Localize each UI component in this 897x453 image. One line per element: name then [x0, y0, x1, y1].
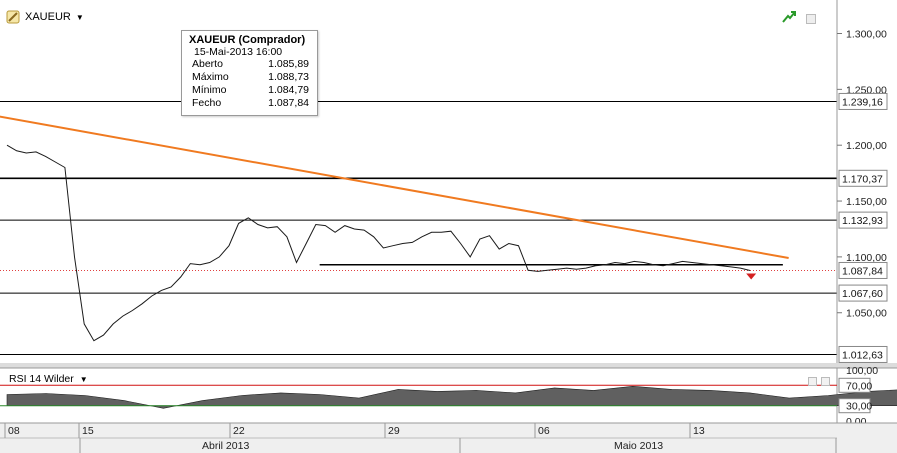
level-label-box [838, 261, 888, 279]
x-tick-label: 08 [8, 425, 20, 437]
tooltip-row-label: Mínimo [192, 84, 227, 96]
tooltip-row-open: Aberto 1.085,89 [182, 58, 317, 71]
tooltip-row-label: Fecho [192, 97, 222, 109]
level-label: 1.087,84 [842, 265, 883, 277]
chevron-down-icon[interactable]: ▼ [75, 12, 84, 22]
x-tick-label: 13 [693, 425, 705, 437]
tooltip-row-value: 1.084,79 [268, 84, 309, 96]
month-label: Maio 2013 [614, 440, 663, 452]
panel-separator[interactable] [0, 363, 897, 368]
rsi-controls [808, 377, 830, 386]
rsi-level-box [838, 377, 871, 393]
x-tick-label: 22 [233, 425, 245, 437]
tooltip-row-label: Aberto [192, 58, 223, 70]
rsi-indicator-label[interactable]: RSI 14 Wilder ▼ [9, 373, 88, 385]
time-axis: 08 15 22 29 06 13 Abril 2013 Maio 2013 [0, 422, 897, 453]
tooltip-row-low: Mínimo 1.084,79 [182, 84, 317, 97]
level-label: 1.132,93 [842, 215, 883, 227]
level-label-box [838, 284, 888, 302]
ohlc-tooltip: XAUEUR (Comprador) 15-Mai-2013 16:00 Abe… [181, 30, 318, 116]
price-series [6, 144, 751, 342]
tooltip-row-high: Máximo 1.088,73 [182, 71, 317, 84]
tooltip-row-value: 1.088,73 [268, 71, 309, 83]
trend-arrow-icon[interactable] [782, 10, 796, 27]
month-label: Abril 2013 [202, 440, 249, 452]
rsi-level-box [838, 398, 871, 414]
symbol-name: XAUEUR [25, 11, 71, 23]
y-tick-label: 1.150,00 [846, 196, 887, 208]
level-label: 1.239,16 [842, 96, 883, 108]
right-axis: 1.300,001.250,001.200,001.150,001.100,00… [836, 0, 888, 363]
rsi-tick-label: 100,00 [846, 365, 878, 377]
y-tick-label: 1.300,00 [846, 29, 887, 41]
chart-controls [782, 10, 816, 27]
tooltip-date: 15-Mai-2013 16:00 [194, 46, 283, 58]
chevron-down-icon[interactable]: ▼ [79, 374, 88, 384]
tooltip-row-label: Máximo [192, 71, 229, 83]
x-tick-label: 06 [538, 425, 550, 437]
level-label: 1.067,60 [842, 288, 883, 300]
minimize-icon[interactable] [808, 377, 817, 386]
y-tick-label: 1.200,00 [846, 140, 887, 152]
maximize-icon[interactable] [806, 13, 816, 24]
trendline[interactable] [0, 115, 789, 259]
x-tick-label: 15 [82, 425, 94, 437]
y-tick-label: 1.050,00 [846, 308, 887, 320]
level-label: 1.012,63 [842, 349, 883, 361]
tooltip-row-value: 1.085,89 [268, 58, 309, 70]
sell-marker [746, 273, 757, 280]
level-label: 1.170,37 [842, 173, 883, 185]
close-icon[interactable] [821, 377, 830, 386]
tooltip-row-value: 1.087,84 [268, 97, 309, 109]
tooltip-row-close: Fecho 1.087,84 [182, 97, 317, 110]
x-tick-label: 29 [388, 425, 400, 437]
level-label-box [838, 92, 888, 110]
rsi-tick-label: 70,00 [846, 380, 872, 392]
level-label-box [838, 345, 888, 363]
tooltip-title: XAUEUR (Comprador) [189, 34, 306, 46]
level-label-box [838, 169, 888, 187]
price-panel [0, 100, 837, 355]
rsi-area [6, 385, 897, 409]
rsi-tick-label: 30,00 [846, 401, 872, 413]
y-tick-label: 1.100,00 [846, 252, 887, 264]
pencil-icon[interactable] [6, 10, 20, 24]
level-label-box [838, 211, 888, 229]
rsi-name: RSI 14 Wilder [9, 373, 74, 385]
symbol-selector[interactable]: XAUEUR ▼ [6, 8, 84, 26]
